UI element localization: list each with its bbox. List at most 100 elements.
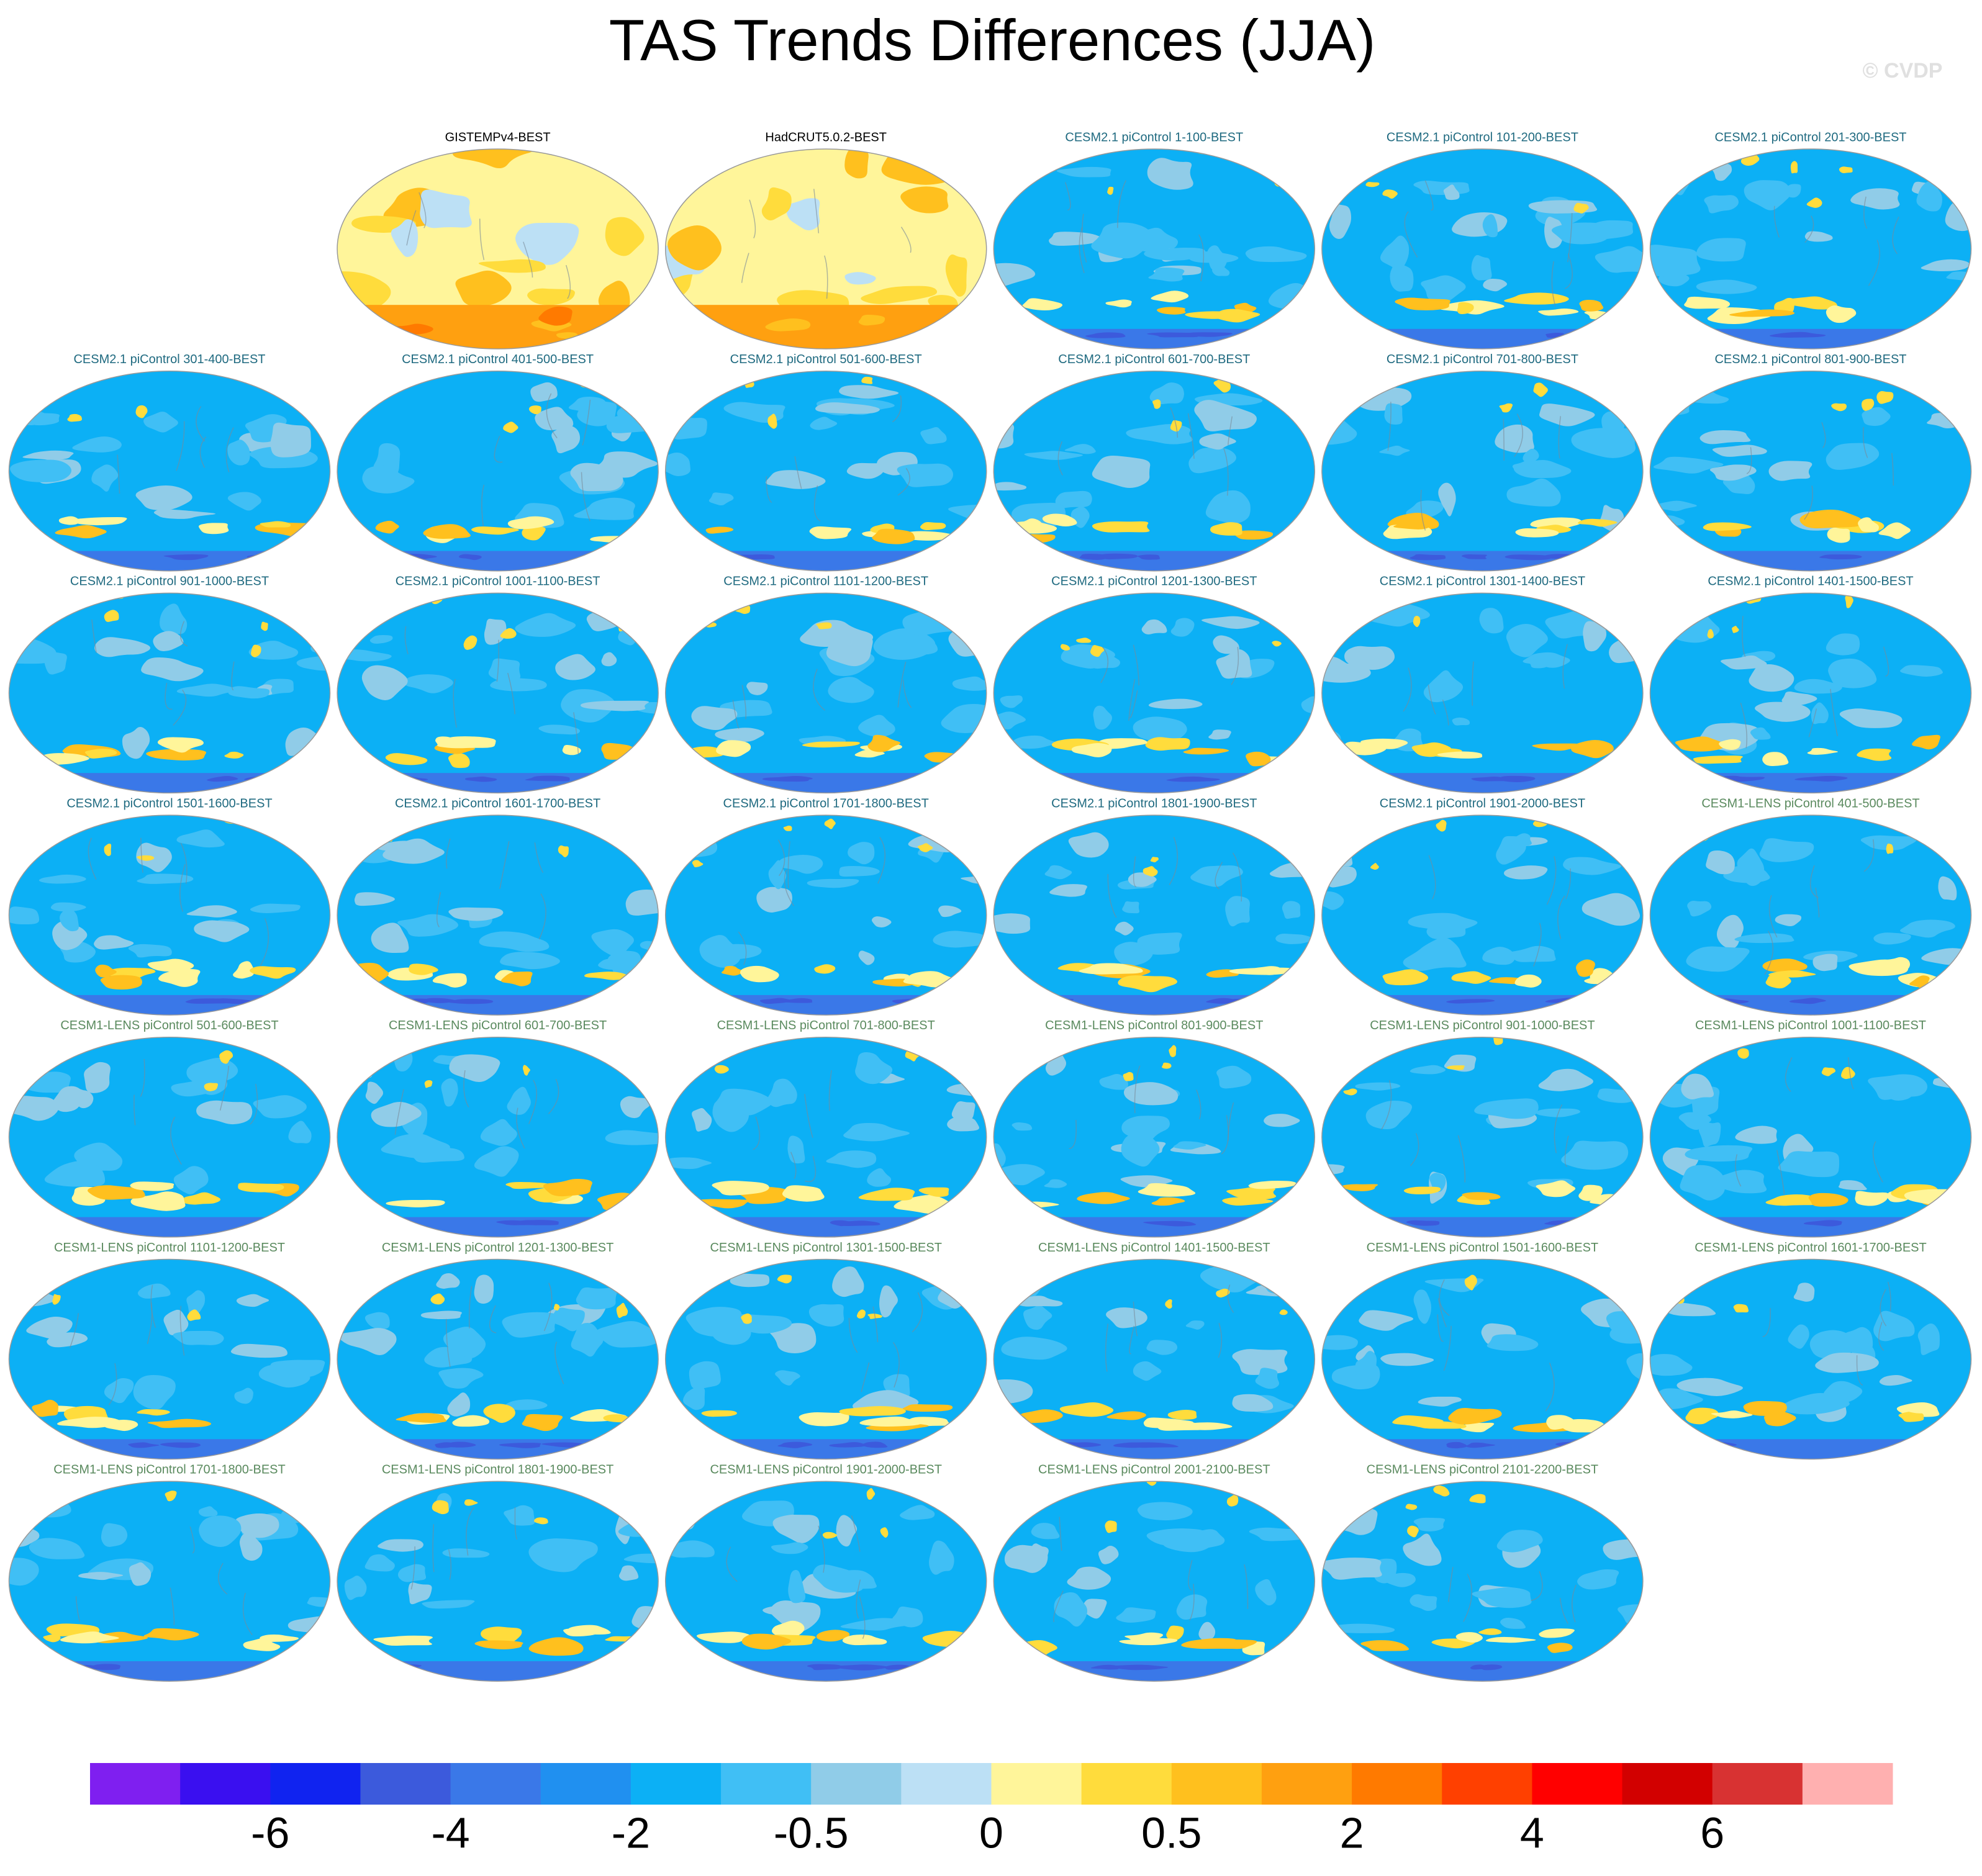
- map-panel: [993, 1259, 1315, 1459]
- colorbar-box: [1081, 1763, 1172, 1805]
- colorbar-box: [721, 1763, 812, 1805]
- map-border: [993, 592, 1316, 794]
- map-panel: [337, 593, 659, 793]
- colorbar-label: 2: [1340, 1808, 1364, 1857]
- panel-title: CESM1-LENS piControl 1901-2000-BEST: [710, 1463, 942, 1476]
- panel-title: CESM1-LENS piControl 1701-1800-BEST: [53, 1463, 286, 1476]
- panel-title: CESM2.1 piControl 1-100-BEST: [1065, 130, 1243, 144]
- map-border: [664, 592, 987, 794]
- map-border: [1649, 814, 1972, 1016]
- colorbar-label: -4: [431, 1808, 469, 1857]
- panel-title: CESM2.1 piControl 201-300-BEST: [1714, 130, 1906, 144]
- panel-title: CESM1-LENS piControl 1501-1600-BEST: [1367, 1241, 1599, 1255]
- colorbar-box: [1261, 1763, 1352, 1805]
- map-border: [664, 1481, 987, 1682]
- panel-title: CESM1-LENS piControl 1101-1200-BEST: [54, 1241, 285, 1255]
- map-border: [337, 1037, 659, 1238]
- colorbar-label: 0.5: [1141, 1808, 1201, 1857]
- map-panel: [1321, 371, 1643, 571]
- colorbar-label: -0.5: [774, 1808, 849, 1857]
- panel-title: CESM1-LENS piControl 1201-1300-BEST: [382, 1241, 614, 1255]
- map-border: [664, 1037, 987, 1238]
- map-border: [993, 1481, 1316, 1682]
- map-border: [993, 1258, 1316, 1460]
- colorbar-label: -2: [612, 1808, 650, 1857]
- map-border: [664, 814, 987, 1016]
- panel-title: CESM1-LENS piControl 601-700-BEST: [389, 1019, 607, 1032]
- map-border: [1649, 148, 1972, 349]
- map-panel: [337, 149, 659, 349]
- map-panel: [1650, 371, 1971, 571]
- panel-title: CESM2.1 piControl 601-700-BEST: [1058, 353, 1250, 366]
- panel-title: CESM2.1 piControl 301-400-BEST: [73, 353, 265, 366]
- map-panel: [1650, 149, 1971, 349]
- map-border: [337, 370, 659, 572]
- map-panel: [665, 1481, 987, 1682]
- panel-title: CESM2.1 piControl 1301-1400-BEST: [1380, 575, 1585, 589]
- map-border: [8, 592, 331, 794]
- map-panel: [1650, 815, 1971, 1016]
- colorbar-box: [90, 1763, 181, 1805]
- colorbar-box: [991, 1763, 1082, 1805]
- colorbar-box: [1802, 1763, 1893, 1805]
- map-border: [8, 1037, 331, 1238]
- colorbar-label: -6: [251, 1808, 289, 1857]
- map-border: [664, 148, 987, 349]
- colorbar-box: [1442, 1763, 1532, 1805]
- panel-title: CESM1-LENS piControl 1601-1700-BEST: [1695, 1241, 1927, 1255]
- panel-title: CESM1-LENS piControl 1301-1500-BEST: [710, 1241, 942, 1255]
- panel-title: CESM1-LENS piControl 2001-2100-BEST: [1038, 1463, 1270, 1476]
- map-panel: [9, 1481, 330, 1682]
- panel-title: CESM2.1 piControl 401-500-BEST: [402, 353, 594, 366]
- panel-title: CESM1-LENS piControl 1001-1100-BEST: [1695, 1019, 1926, 1032]
- panel-title: CESM1-LENS piControl 401-500-BEST: [1701, 796, 1919, 810]
- colorbar-box: [1532, 1763, 1623, 1805]
- map-border: [1321, 148, 1644, 349]
- map-panel: [993, 371, 1315, 571]
- map-border: [8, 814, 331, 1016]
- map-border: [1649, 1258, 1972, 1460]
- map-panel: [665, 1037, 987, 1237]
- colorbar-box: [1171, 1763, 1262, 1805]
- colorbar-label: 0: [979, 1808, 1003, 1857]
- colorbar-box: [270, 1763, 361, 1805]
- map-panel: [665, 815, 987, 1016]
- map-panel: [1321, 815, 1643, 1016]
- map-border: [337, 148, 659, 349]
- map-border: [993, 370, 1316, 572]
- panel-title: CESM2.1 piControl 701-800-BEST: [1387, 353, 1578, 366]
- panel-title: CESM1-LENS piControl 901-1000-BEST: [1370, 1019, 1595, 1032]
- panel-title: CESM1-LENS piControl 2101-2200-BEST: [1367, 1463, 1599, 1476]
- map-panel: [1321, 593, 1643, 793]
- map-border: [664, 1258, 987, 1460]
- map-border: [1649, 592, 1972, 794]
- map-border: [993, 1037, 1316, 1238]
- map-panel: [337, 1037, 659, 1237]
- panel-title: CESM2.1 piControl 501-600-BEST: [730, 353, 922, 366]
- map-panel: [337, 1481, 659, 1682]
- map-border: [1321, 1037, 1644, 1238]
- colorbar-box: [1352, 1763, 1442, 1805]
- panel-title: CESM2.1 piControl 1901-2000-BEST: [1380, 796, 1585, 810]
- figure-title: TAS Trends Differences (JJA): [609, 7, 1376, 73]
- panel-title: CESM2.1 piControl 1001-1100-BEST: [396, 575, 600, 589]
- map-panel: [337, 371, 659, 571]
- panel-title: CESM1-LENS piControl 501-600-BEST: [60, 1019, 278, 1032]
- map-border: [993, 814, 1316, 1016]
- map-border: [1649, 370, 1972, 572]
- colorbar-box: [1712, 1763, 1803, 1805]
- panel-title: CESM2.1 piControl 801-900-BEST: [1714, 353, 1906, 366]
- colorbar-box: [450, 1763, 541, 1805]
- map-border: [8, 370, 331, 572]
- panel-title: GISTEMPv4-BEST: [445, 130, 551, 144]
- map-panel: [1650, 1037, 1971, 1237]
- colorbar-label: 6: [1700, 1808, 1724, 1857]
- panel-title: CESM2.1 piControl 901-1000-BEST: [70, 575, 269, 589]
- panel-title: CESM2.1 piControl 101-200-BEST: [1387, 130, 1578, 144]
- colorbar-label: 4: [1520, 1808, 1544, 1857]
- panel-title: CESM1-LENS piControl 1801-1900-BEST: [382, 1463, 614, 1476]
- colorbar-box: [360, 1763, 451, 1805]
- watermark: © CVDP: [1863, 59, 1943, 83]
